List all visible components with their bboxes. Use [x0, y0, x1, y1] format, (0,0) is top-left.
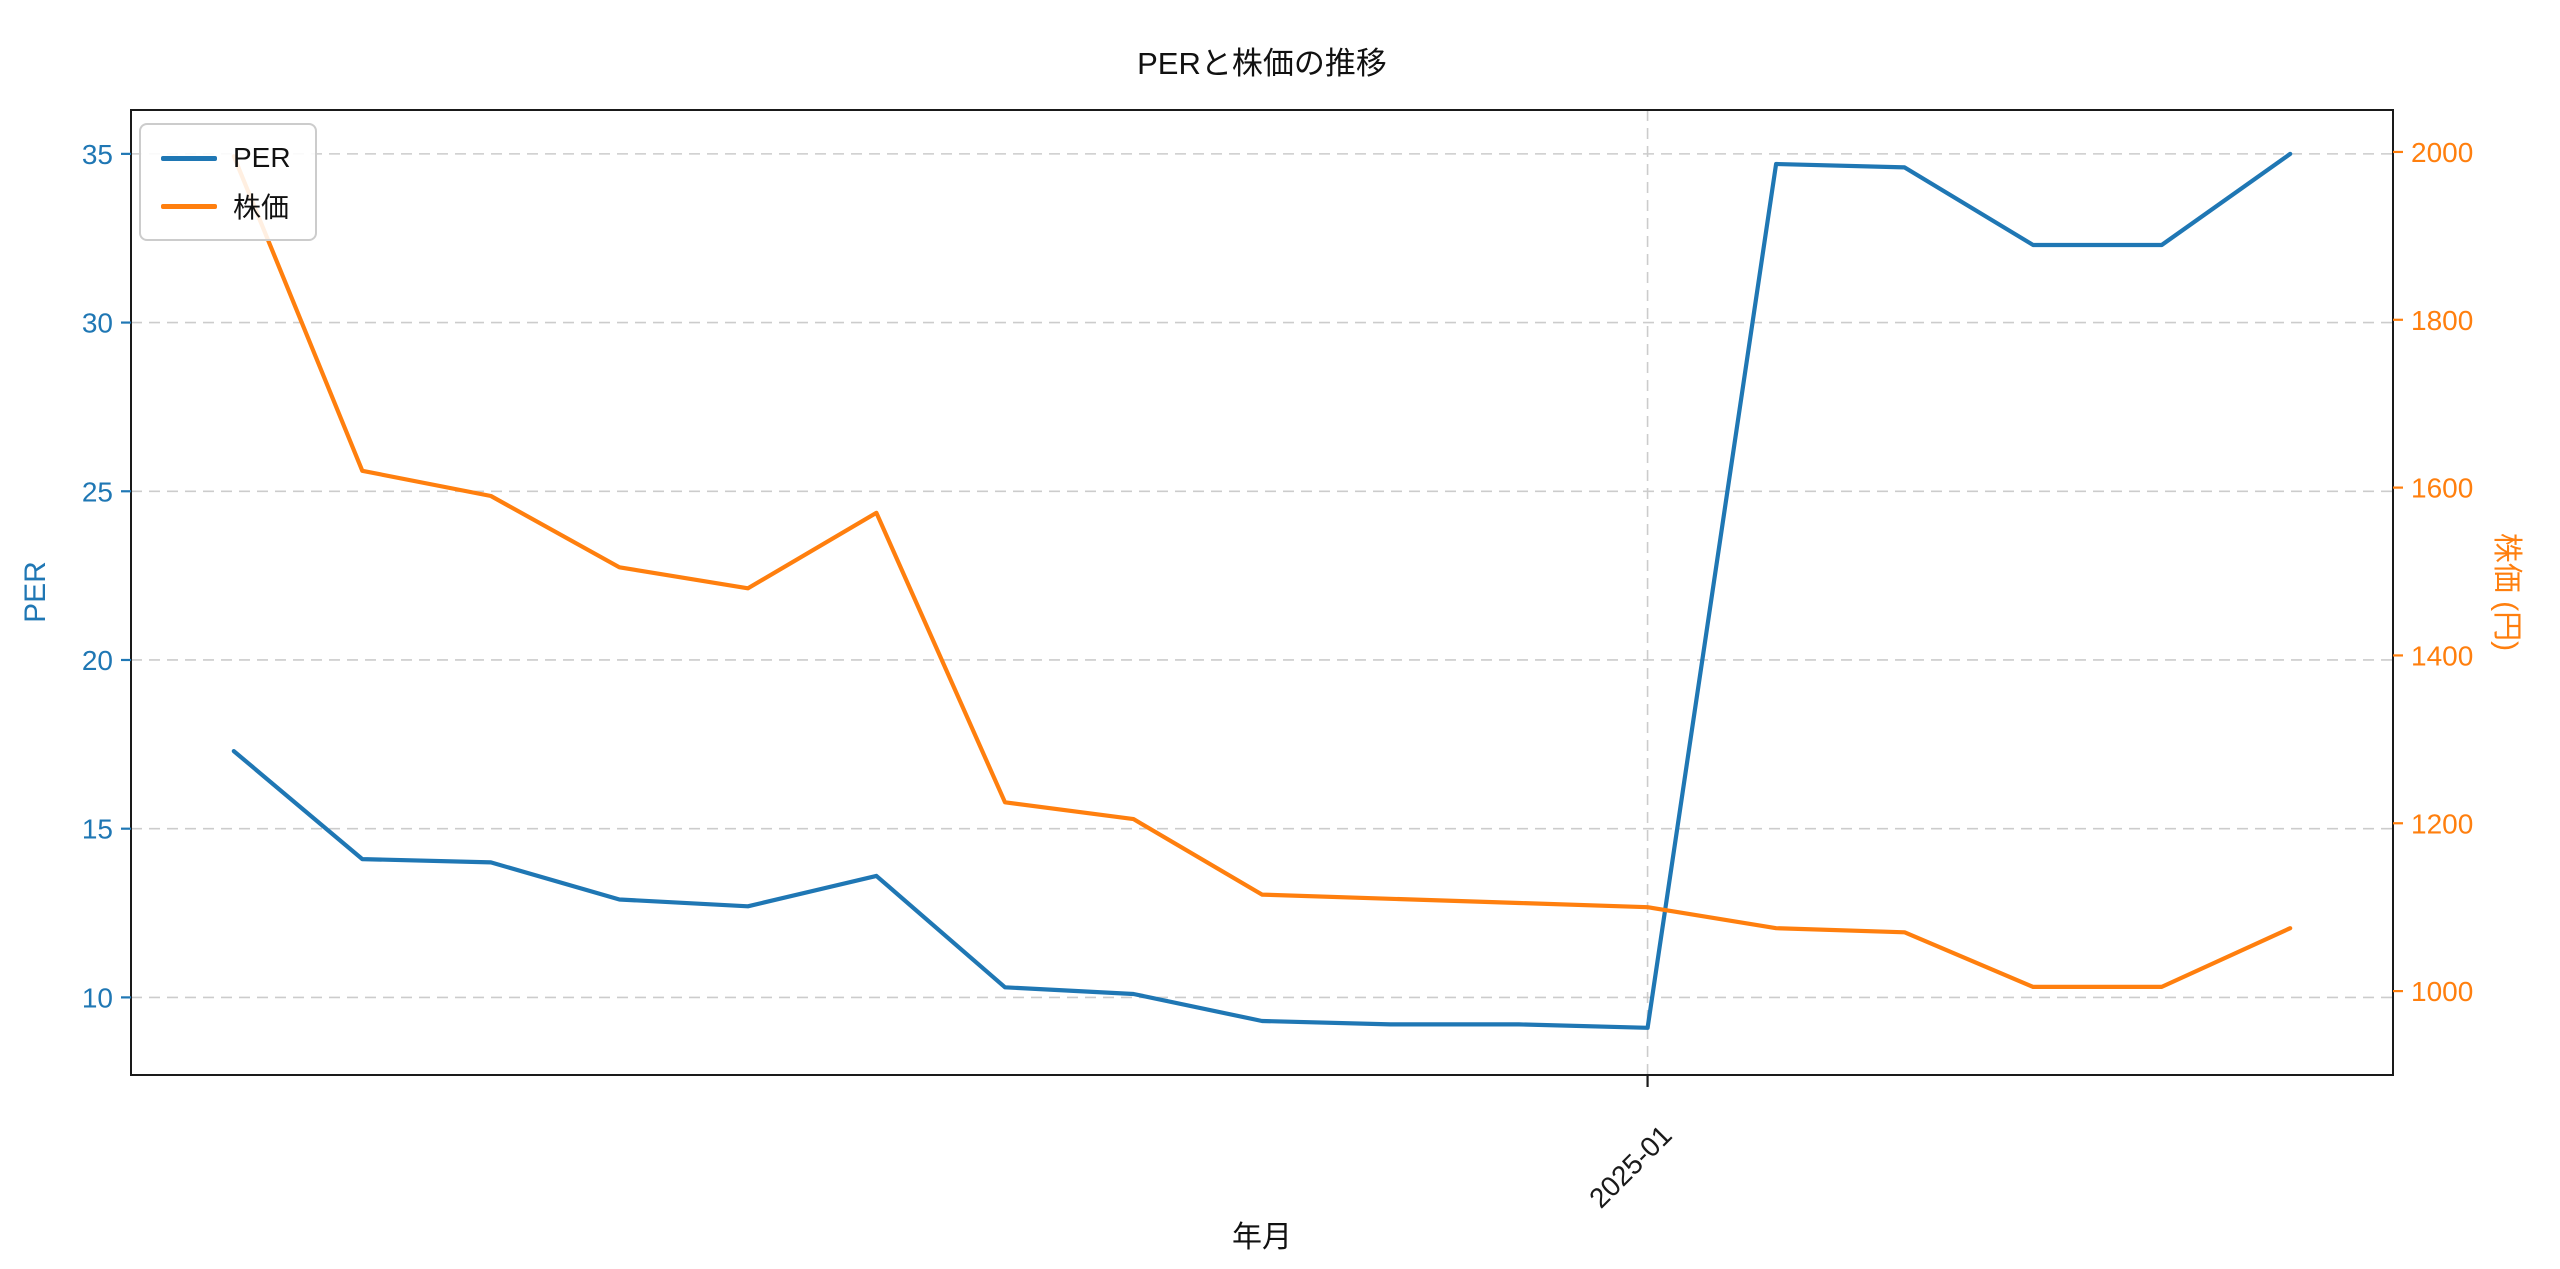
right-tick-label: 2000: [2411, 137, 2473, 168]
x-tick-label: 2025-01: [1583, 1119, 1678, 1214]
left-tick-label: 10: [82, 982, 113, 1013]
stock-price-line: [231, 154, 2293, 990]
x-axis-label: 年月: [1232, 1221, 1292, 1254]
right-tick-label: 1200: [2411, 808, 2473, 839]
right-tick-label: 1400: [2411, 640, 2473, 671]
legend: PER 株価: [139, 123, 317, 241]
per-line-swatch: [161, 155, 217, 161]
legend-item-stock-price: 株価: [161, 189, 291, 223]
right-tick-label: 1600: [2411, 473, 2473, 504]
chart-title: PERと株価の推移: [1137, 46, 1387, 81]
per-line: [231, 151, 2293, 1030]
left-tick-label: 20: [82, 645, 113, 676]
left-tick-label: 35: [82, 139, 113, 170]
left-axis-label: PER: [19, 561, 52, 623]
left-tick-label: 25: [82, 476, 113, 507]
stock-price-line-swatch: [161, 203, 217, 209]
legend-item-per: PER: [161, 141, 291, 175]
legend-label-per: PER: [233, 142, 291, 173]
plot-border: [130, 109, 2394, 1076]
right-axis-label: 株価 (円): [2490, 532, 2523, 652]
legend-label-stock-price: 株価: [233, 192, 290, 223]
right-tick-label: 1800: [2411, 305, 2473, 336]
left-tick-label: 15: [82, 814, 113, 845]
left-tick-label: 30: [82, 308, 113, 339]
right-tick-label: 1000: [2411, 976, 2473, 1007]
